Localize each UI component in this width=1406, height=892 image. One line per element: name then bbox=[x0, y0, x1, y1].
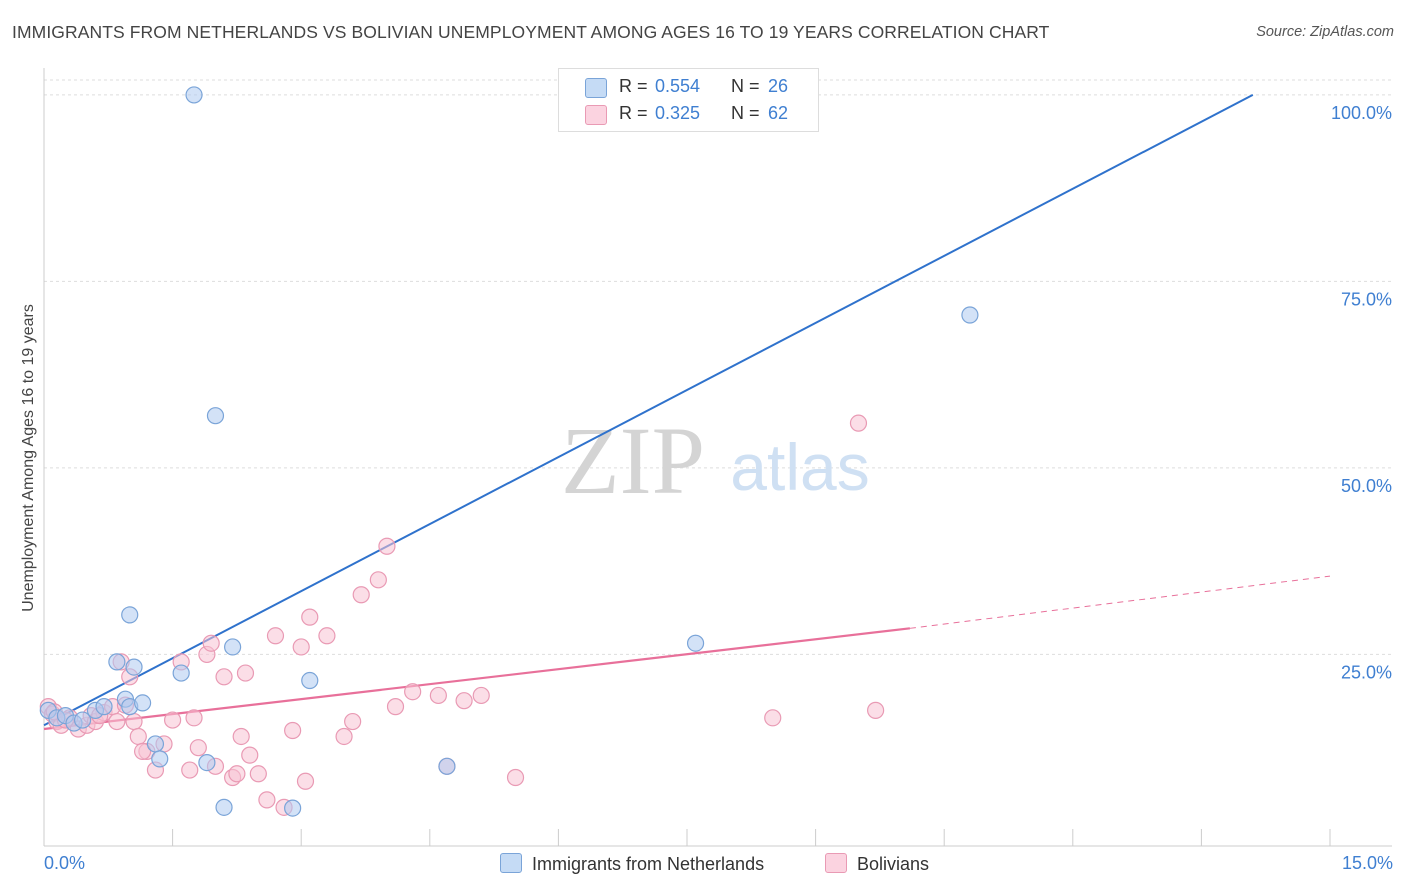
bottom-legend-netherlands: Immigrants from Netherlands bbox=[500, 853, 764, 877]
netherlands-point bbox=[686, 634, 705, 652]
watermark-atlas: atlas bbox=[730, 430, 869, 504]
bolivians-point bbox=[378, 537, 396, 555]
bolivians-point bbox=[335, 727, 353, 746]
netherlands-point bbox=[151, 750, 169, 768]
bolivians-point bbox=[318, 627, 336, 645]
bolivians-point bbox=[241, 746, 259, 764]
bolivians-point bbox=[455, 692, 473, 710]
bolivians-point bbox=[236, 664, 255, 682]
bolivians-point bbox=[849, 414, 868, 432]
y-tick-label: 100.0% bbox=[1331, 103, 1392, 123]
bolivians-point bbox=[181, 761, 199, 779]
netherlands-point bbox=[95, 698, 113, 716]
y-tick-labels: 25.0% 50.0% 75.0% 100.0% bbox=[1331, 103, 1392, 682]
bolivians-point bbox=[228, 765, 246, 783]
bolivians-point bbox=[764, 709, 782, 727]
bolivians-point bbox=[284, 721, 302, 740]
legend-r-label: R = bbox=[619, 76, 648, 96]
bolivians-point bbox=[292, 638, 310, 656]
bolivians-point bbox=[301, 608, 319, 626]
netherlands-point bbox=[206, 407, 225, 425]
netherlands-point bbox=[224, 638, 242, 656]
bolivians-point bbox=[249, 765, 267, 783]
bolivians-point bbox=[296, 772, 315, 790]
x-axis-max-label: 15.0% bbox=[1341, 853, 1393, 873]
bolivians-point bbox=[129, 727, 147, 746]
bolivians-trendline-extension bbox=[909, 575, 1331, 629]
source-label: Source: ZipAtlas.com bbox=[1256, 24, 1394, 40]
legend-n-value: 26 bbox=[768, 76, 789, 96]
bolivians-point bbox=[108, 712, 126, 731]
bolivians-point bbox=[404, 683, 422, 701]
legend-n-label: N = bbox=[731, 103, 760, 123]
netherlands-point bbox=[121, 606, 139, 624]
stats-legend: R = 0.554 N = 26 R = 0.325 N = 62 bbox=[558, 68, 819, 132]
points-layer bbox=[39, 86, 979, 817]
x-axis-min-label: 0.0% bbox=[44, 853, 86, 873]
chart-title: IMMIGRANTS FROM NETHERLANDS VS BOLIVIAN … bbox=[12, 22, 1050, 42]
bolivians-point bbox=[202, 634, 220, 652]
bolivians-point bbox=[369, 571, 387, 589]
legend-r-label: R = bbox=[619, 103, 648, 123]
bolivians-point bbox=[258, 791, 276, 809]
netherlands-point bbox=[284, 799, 302, 817]
bottom-legend-label-bolivians: Bolivians bbox=[857, 854, 930, 874]
netherlands-point bbox=[961, 306, 979, 324]
netherlands-point bbox=[125, 658, 143, 676]
legend-swatch-bolivians bbox=[585, 105, 607, 125]
bolivians-point bbox=[352, 586, 370, 604]
bolivians-point bbox=[386, 698, 405, 716]
legend-n-label: N = bbox=[731, 76, 760, 96]
legend-r-value: 0.325 bbox=[655, 103, 701, 123]
y-tick-label: 50.0% bbox=[1341, 476, 1392, 496]
bolivians-point bbox=[266, 627, 285, 645]
bolivians-point bbox=[429, 686, 447, 705]
y-axis-label: Unemployment Among Ages 16 to 19 years bbox=[20, 304, 37, 612]
bolivians-point bbox=[472, 686, 490, 705]
legend-swatch-netherlands bbox=[585, 78, 607, 98]
netherlands-point bbox=[146, 735, 165, 753]
bolivians-point bbox=[133, 742, 152, 761]
netherlands-point bbox=[133, 694, 152, 712]
bolivians-point bbox=[232, 727, 250, 746]
bolivians-point bbox=[506, 768, 525, 787]
bolivians-point bbox=[164, 711, 182, 729]
bolivians-point bbox=[185, 709, 203, 727]
y-tick-label: 25.0% bbox=[1341, 662, 1392, 682]
y-tick-label: 75.0% bbox=[1341, 289, 1392, 309]
legend-n-value: 62 bbox=[768, 103, 789, 123]
legend-r-value: 0.554 bbox=[655, 76, 701, 96]
netherlands-point bbox=[73, 711, 92, 729]
bottom-legend-swatch-netherlands bbox=[500, 853, 522, 873]
axis-layer bbox=[43, 68, 1392, 847]
netherlands-point bbox=[108, 653, 126, 671]
watermark: ZIP atlas bbox=[561, 407, 870, 514]
netherlands-point bbox=[185, 86, 203, 104]
bolivians-point bbox=[189, 739, 207, 757]
bottom-legend-swatch-bolivians bbox=[825, 853, 847, 873]
netherlands-point bbox=[301, 671, 319, 690]
netherlands-point bbox=[172, 664, 190, 682]
grid-layer bbox=[44, 79, 1392, 655]
bolivians-point bbox=[344, 712, 362, 731]
netherlands-trendline bbox=[43, 94, 1254, 727]
bolivians-point bbox=[125, 712, 143, 731]
netherlands-point bbox=[198, 753, 216, 772]
netherlands-point bbox=[438, 757, 456, 775]
watermark-zip: ZIP bbox=[561, 407, 705, 514]
bottom-legend-label-netherlands: Immigrants from Netherlands bbox=[532, 854, 765, 874]
bottom-legend-bolivians: Bolivians bbox=[825, 853, 929, 877]
netherlands-point bbox=[215, 798, 233, 816]
bolivians-point bbox=[867, 701, 885, 719]
bolivians-point bbox=[215, 668, 233, 686]
